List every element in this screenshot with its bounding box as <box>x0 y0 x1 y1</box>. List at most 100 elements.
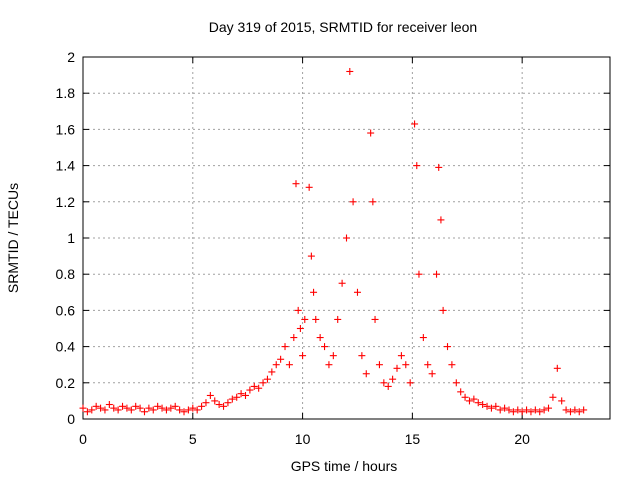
data-point <box>470 395 478 403</box>
ticks: 00.20.40.60.811.21.41.61.820 5 10 15 20 <box>56 49 610 447</box>
data-point <box>233 393 241 401</box>
data-point <box>349 198 357 206</box>
x-tick-label: 0 <box>79 431 87 447</box>
x-tick-label: 20 <box>514 431 530 447</box>
data-point <box>79 404 87 412</box>
data-point <box>465 397 473 405</box>
data-point <box>301 315 309 323</box>
data-point <box>123 404 131 412</box>
y-tick-label: 0 <box>67 411 75 427</box>
data-point <box>167 404 175 412</box>
data-point <box>149 406 157 414</box>
data-point <box>479 401 487 409</box>
data-points <box>79 67 588 416</box>
data-point <box>312 315 320 323</box>
data-point <box>518 408 526 416</box>
data-point <box>110 404 118 412</box>
data-point <box>380 379 388 387</box>
data-point <box>353 288 361 296</box>
y-tick-label: 1 <box>67 230 75 246</box>
data-point <box>505 406 513 414</box>
data-point <box>419 334 427 342</box>
data-point <box>531 406 539 414</box>
data-point <box>206 391 214 399</box>
data-point <box>97 404 105 412</box>
data-point <box>83 408 91 416</box>
data-point <box>571 406 579 414</box>
data-point <box>158 404 166 412</box>
y-tick-label: 1.6 <box>56 121 76 137</box>
data-point <box>448 361 456 369</box>
data-point <box>553 364 561 372</box>
data-point <box>474 399 482 407</box>
data-point <box>509 408 517 416</box>
data-point <box>285 361 293 369</box>
data-point <box>281 343 289 351</box>
y-tick-label: 0.8 <box>56 266 76 282</box>
data-point <box>461 393 469 401</box>
data-point <box>305 183 313 191</box>
data-point <box>393 364 401 372</box>
data-point <box>496 406 504 414</box>
data-point <box>189 404 197 412</box>
y-tick-label: 1.4 <box>56 158 76 174</box>
data-point <box>171 402 179 410</box>
y-tick-label: 0.4 <box>56 339 76 355</box>
data-point <box>367 129 375 137</box>
data-point <box>492 402 500 410</box>
data-point <box>501 404 509 412</box>
data-point <box>140 408 148 416</box>
data-point <box>325 361 333 369</box>
data-point <box>402 361 410 369</box>
data-point <box>92 402 100 410</box>
data-point <box>334 315 342 323</box>
y-tick-label: 1.2 <box>56 194 76 210</box>
data-point <box>329 352 337 360</box>
data-point <box>487 404 495 412</box>
data-point <box>457 388 465 396</box>
data-point <box>136 404 144 412</box>
data-point <box>154 402 162 410</box>
data-point <box>132 402 140 410</box>
data-point <box>433 270 441 278</box>
y-tick-label: 0.6 <box>56 302 76 318</box>
data-point <box>540 406 548 414</box>
data-point <box>523 406 531 414</box>
data-point <box>575 408 583 416</box>
data-point <box>545 404 553 412</box>
data-point <box>228 395 236 403</box>
data-point <box>145 404 153 412</box>
data-point <box>263 375 271 383</box>
data-point <box>358 352 366 360</box>
data-point <box>114 406 122 414</box>
y-tick-label: 2 <box>67 49 75 65</box>
data-point <box>411 120 419 128</box>
data-point <box>299 352 307 360</box>
data-point <box>406 379 414 387</box>
y-tick-label: 1.8 <box>56 85 76 101</box>
data-point <box>184 406 192 414</box>
x-tick-label: 10 <box>295 431 311 447</box>
data-point <box>127 406 135 414</box>
x-tick-label: 5 <box>189 431 197 447</box>
data-point <box>439 306 447 314</box>
x-axis-label: GPS time / hours <box>291 458 398 474</box>
data-point <box>362 370 370 378</box>
data-point <box>566 408 574 416</box>
data-point <box>215 401 223 409</box>
data-point <box>562 406 570 414</box>
data-point <box>452 379 460 387</box>
data-point <box>202 399 210 407</box>
data-point <box>162 406 170 414</box>
data-point <box>211 397 219 405</box>
data-point <box>259 379 267 387</box>
data-point <box>428 370 436 378</box>
data-point <box>101 406 109 414</box>
data-point <box>292 180 300 188</box>
data-point <box>527 408 535 416</box>
data-point <box>198 402 206 410</box>
data-point <box>268 368 276 376</box>
data-point <box>316 334 324 342</box>
data-point <box>105 401 113 409</box>
